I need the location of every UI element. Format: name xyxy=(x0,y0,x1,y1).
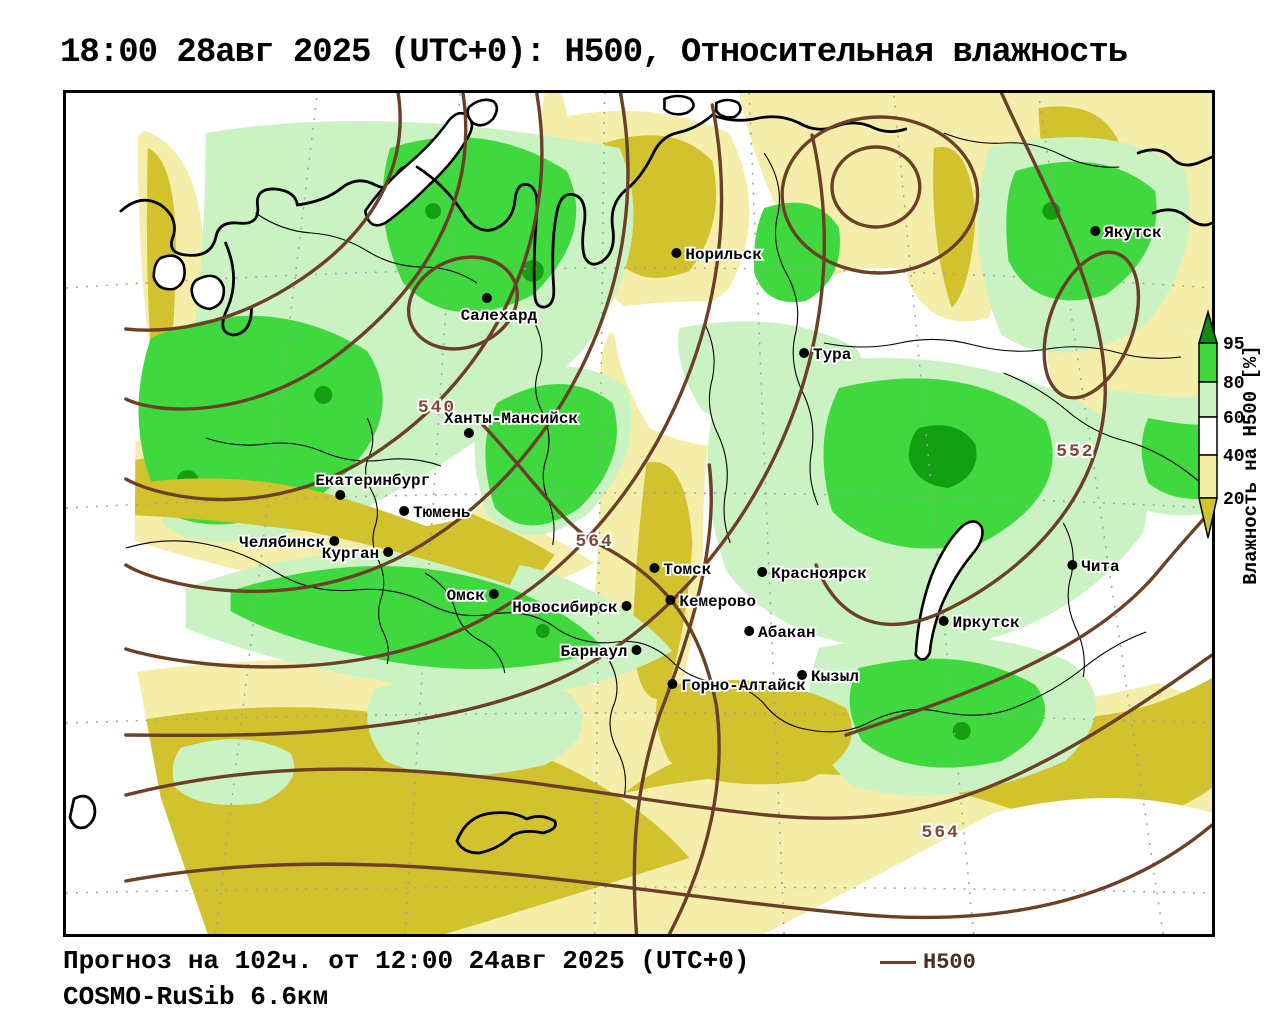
model-text: COSMO-RuSib 6.6км xyxy=(63,982,329,1012)
colorbar-segments xyxy=(1198,309,1218,539)
city-label: Горно-Алтайск xyxy=(681,677,806,695)
city-label: Норильск xyxy=(685,246,762,264)
city-marker: Ханты-Мансийск xyxy=(442,408,580,438)
contour-value-label: 552 xyxy=(1056,442,1094,462)
city-marker: Кызыл xyxy=(797,666,861,688)
forecast-text: Прогноз на 102ч. от 12:00 24авг 2025 (UT… xyxy=(63,946,750,976)
colorbar-arrow-down xyxy=(1198,497,1218,539)
city-label: Томск xyxy=(663,561,711,579)
city-marker: Кемерово xyxy=(665,591,758,613)
h500-legend-label: H500 xyxy=(923,950,976,975)
city-label: Ханты-Мансийск xyxy=(444,410,578,428)
city-label: Кемерово xyxy=(679,593,756,611)
contour-value-label: 564 xyxy=(575,532,613,552)
colorbar-tick: 80 xyxy=(1223,374,1245,394)
city-marker: Чита xyxy=(1067,556,1122,578)
lake-balkhash xyxy=(455,811,557,855)
city-marker: Салехард xyxy=(459,293,539,327)
city-marker: Екатеринбург xyxy=(314,470,432,500)
colorbar-tick: 60 xyxy=(1223,409,1245,429)
city-label: Чита xyxy=(1081,558,1120,576)
colorbar-segment xyxy=(1198,342,1218,383)
lake-baikal xyxy=(914,520,984,661)
city-marker: Якутск xyxy=(1090,222,1164,244)
city-label: Иркутск xyxy=(953,614,1020,632)
city-label: Омск xyxy=(447,587,486,605)
city-marker: Горно-Алтайск xyxy=(667,675,808,697)
domain-mask xyxy=(66,93,208,934)
novaya-zemlya-north xyxy=(466,98,499,127)
city-marker: Тюмень xyxy=(399,502,472,524)
white-sea-inlet xyxy=(221,241,253,337)
graticule xyxy=(66,93,1212,934)
h500-contours xyxy=(124,93,1212,934)
city-marker: Тура xyxy=(799,344,853,366)
page-title: 18:00 28авг 2025 (UTC+0): H500, Относите… xyxy=(60,34,1128,72)
colorbar-arrow-up xyxy=(1198,309,1218,344)
colorbar-segment xyxy=(1198,416,1218,456)
city-marker: Новосибирск xyxy=(511,597,632,619)
city-label: Курган xyxy=(322,545,379,563)
contour-value-label: 540 xyxy=(418,398,456,418)
taymyr-coast xyxy=(710,113,908,133)
city-label: Челябинск xyxy=(239,534,326,552)
city-marker: Абакан xyxy=(744,622,817,644)
cities: Норильск Салехард Якутск Тура Ханты-Мансийск… xyxy=(237,222,1164,697)
colorbar-segment xyxy=(1198,381,1218,418)
colorbar-title: Влажность на H500 [%] xyxy=(1240,345,1262,585)
colorbar-tick: 40 xyxy=(1223,447,1245,467)
city-label: Кызыл xyxy=(811,668,859,686)
city-label: Тюмень xyxy=(413,504,470,522)
h500-legend-line-swatch xyxy=(880,961,916,964)
city-marker: Красноярск xyxy=(757,563,869,585)
colorbar-tick: 95 xyxy=(1223,335,1245,355)
city-marker: Барнаул xyxy=(559,641,642,663)
city-marker: Томск xyxy=(649,559,713,581)
city-label: Барнаул xyxy=(561,643,628,661)
humidity-field xyxy=(125,93,1212,934)
colorbar-ticks: 95 80 60 40 20 xyxy=(1223,335,1245,510)
h500-legend: H500 xyxy=(880,950,976,975)
city-label: Красноярск xyxy=(771,565,867,583)
colorbar-tick: 20 xyxy=(1223,490,1245,510)
city-marker: Челябинск xyxy=(237,532,340,554)
left-edge-coast xyxy=(68,794,97,830)
city-label: Тура xyxy=(813,346,852,364)
city-marker: Курган xyxy=(320,543,394,565)
region-borders xyxy=(125,132,1212,796)
arctic-island-2 xyxy=(715,98,742,119)
city-marker: Норильск xyxy=(671,244,764,266)
arctic-island xyxy=(663,94,695,116)
contour-value-label: 564 xyxy=(922,823,960,843)
ob-taz-gulfs xyxy=(415,113,714,309)
contour-labels: 540 564 552 564 xyxy=(416,396,1095,845)
city-label: Новосибирск xyxy=(512,599,618,617)
lake-ladoga xyxy=(152,254,186,291)
city-label: Якутск xyxy=(1104,224,1162,242)
kola-white-sea-coast xyxy=(119,187,299,257)
map-canvas: 540 564 552 564 Норильск Салехард Якутск Тура Х… xyxy=(66,93,1212,934)
colorbar: 95 80 60 40 20 xyxy=(1198,309,1245,539)
northeast-coast xyxy=(1136,148,1212,227)
map-frame: 540 564 552 564 Норильск Салехард Якутск Тура Х… xyxy=(63,90,1215,937)
city-label: Абакан xyxy=(758,624,815,642)
city-marker: Иркутск xyxy=(938,612,1022,634)
city-marker: Омск xyxy=(445,585,499,607)
lake-onega xyxy=(190,274,226,311)
coastlines xyxy=(68,94,1212,855)
colorbar-segment xyxy=(1198,454,1218,499)
city-label: Екатеринбург xyxy=(315,472,430,490)
city-label: Салехард xyxy=(461,307,538,325)
